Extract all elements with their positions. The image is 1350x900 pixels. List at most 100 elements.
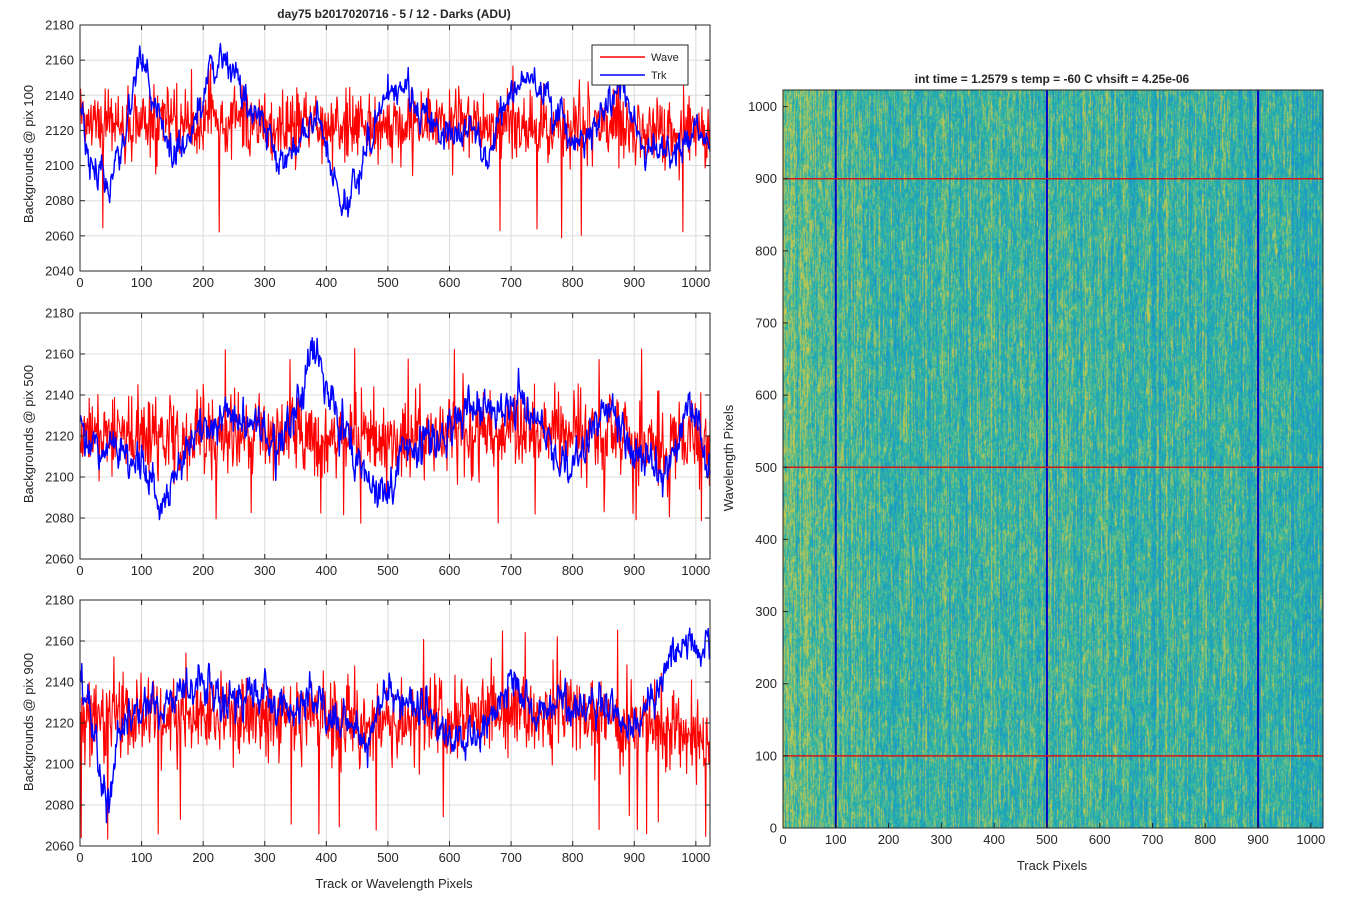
x-tick-label: 600 <box>439 275 461 290</box>
subplot-pix-900: 0 100 200 300 400 500 600 700 800 900 1000 2060 2080… <box>21 593 711 891</box>
legend: Wave Trk <box>591 44 689 86</box>
axes-frame <box>79 24 711 272</box>
y-tick-label: 2080 <box>45 193 74 208</box>
x-tick-label: 1000 <box>681 275 710 290</box>
x-tick-label: 200 <box>192 275 214 290</box>
x-tick-label: 100 <box>131 850 153 865</box>
y-tick-label: 2060 <box>45 228 74 243</box>
x-tick-label: 1000 <box>681 850 710 865</box>
x-tick-label: 400 <box>315 563 337 578</box>
x-tick-label: 900 <box>623 563 645 578</box>
axes-frame <box>79 312 711 560</box>
y-tick-label: 200 <box>755 676 777 691</box>
y-tick-label: 2120 <box>45 123 74 138</box>
y-tick-label: 300 <box>755 604 777 619</box>
x-tick-label: 1000 <box>681 563 710 578</box>
x-tick-label: 400 <box>315 850 337 865</box>
heatmap-image <box>783 90 1323 828</box>
y-tick-label: 2100 <box>45 470 74 485</box>
x-tick-label: 0 <box>76 850 83 865</box>
y-tick-label: 2040 <box>45 264 74 279</box>
y-tick-label: 2180 <box>45 18 74 33</box>
y-axis-label-pix-500: Backgrounds @ pix 500 <box>21 365 36 503</box>
series-line-trk <box>79 337 711 521</box>
x-tick-label: 700 <box>1142 832 1164 847</box>
x-tick-label: 400 <box>315 275 337 290</box>
x-tick-label: 900 <box>623 850 645 865</box>
y-tick-label: 2140 <box>45 388 74 403</box>
legend-box <box>591 44 689 86</box>
x-tick-label: 100 <box>131 563 153 578</box>
legend-trk-label: Trk <box>651 70 667 82</box>
axes-frame <box>79 599 711 847</box>
y-tick-label: 2140 <box>45 88 74 103</box>
y-tick-label: 2080 <box>45 511 74 526</box>
y-tick-label: 2140 <box>45 675 74 690</box>
x-tick-label: 500 <box>377 850 399 865</box>
heatmap-x-axis-label: Track Pixels <box>1017 858 1088 873</box>
y-tick-label: 2180 <box>45 593 74 608</box>
heatmap-y-axis-label: Wavelength Pixels <box>721 404 736 511</box>
y-tick-label: 2160 <box>45 53 74 68</box>
series-line-trk <box>79 627 711 824</box>
x-tick-label: 300 <box>254 563 276 578</box>
y-tick-label: 100 <box>755 748 777 763</box>
x-tick-label: 800 <box>562 275 584 290</box>
x-tick-label: 500 <box>377 275 399 290</box>
x-tick-label: 300 <box>254 850 276 865</box>
y-tick-label: 2100 <box>45 757 74 772</box>
x-tick-label: 300 <box>931 832 953 847</box>
x-tick-label: 700 <box>500 275 522 290</box>
x-axis-label-track-or-wavelength: Track or Wavelength Pixels <box>315 876 473 891</box>
y-tick-label: 700 <box>755 316 777 331</box>
series-line-wave <box>79 629 711 840</box>
y-tick-label: 800 <box>755 243 777 258</box>
x-tick-label: 0 <box>76 275 83 290</box>
y-tick-label: 2120 <box>45 716 74 731</box>
y-tick-label: 2160 <box>45 634 74 649</box>
y-tick-label: 2120 <box>45 429 74 444</box>
y-axis-label-pix-100: Backgrounds @ pix 100 <box>21 85 36 223</box>
y-tick-label: 400 <box>755 532 777 547</box>
y-tick-label: 2160 <box>45 347 74 362</box>
x-tick-label: 500 <box>1036 832 1058 847</box>
x-tick-label: 200 <box>878 832 900 847</box>
y-tick-label: 600 <box>755 388 777 403</box>
figure-title: day75 b2017020716 - 5 / 12 - Darks (ADU) <box>277 7 510 21</box>
x-tick-label: 700 <box>500 850 522 865</box>
x-tick-label: 0 <box>779 832 786 847</box>
y-axis-label-pix-900: Backgrounds @ pix 900 <box>21 653 36 791</box>
heatmap-panel: 0 100 200 300 400 500 600 700 800 900 1000 0 100 200 3… <box>721 72 1325 873</box>
x-tick-label: 600 <box>439 850 461 865</box>
y-tick-label: 2080 <box>45 798 74 813</box>
x-tick-label: 500 <box>377 563 399 578</box>
y-tick-label: 900 <box>755 171 777 186</box>
y-tick-label: 2100 <box>45 158 74 173</box>
x-tick-label: 700 <box>500 563 522 578</box>
x-tick-label: 400 <box>983 832 1005 847</box>
x-tick-label: 100 <box>131 275 153 290</box>
y-tick-label: 1000 <box>748 99 777 114</box>
x-tick-label: 900 <box>1247 832 1269 847</box>
y-tick-label: 500 <box>755 460 777 475</box>
x-tick-label: 200 <box>192 850 214 865</box>
legend-wave-label: Wave <box>651 52 679 64</box>
x-tick-label: 100 <box>825 832 847 847</box>
x-tick-label: 800 <box>1194 832 1216 847</box>
x-tick-label: 0 <box>76 563 83 578</box>
x-tick-label: 200 <box>192 563 214 578</box>
y-tick-label: 2060 <box>45 839 74 854</box>
y-tick-label: 2180 <box>45 306 74 321</box>
y-tick-label: 2060 <box>45 552 74 567</box>
y-tick-label: 0 <box>770 821 777 836</box>
x-tick-label: 600 <box>1089 832 1111 847</box>
subplot-pix-500: 0 100 200 300 400 500 600 700 800 900 1000 2060 2080… <box>21 306 711 578</box>
x-tick-label: 900 <box>623 275 645 290</box>
axes-frame <box>782 89 1324 829</box>
x-tick-label: 1000 <box>1296 832 1325 847</box>
x-tick-label: 600 <box>439 563 461 578</box>
series-line-trk <box>79 42 711 218</box>
x-tick-label: 300 <box>254 275 276 290</box>
heatmap-title: int time = 1.2579 s temp = -60 C vhsift … <box>915 72 1190 86</box>
